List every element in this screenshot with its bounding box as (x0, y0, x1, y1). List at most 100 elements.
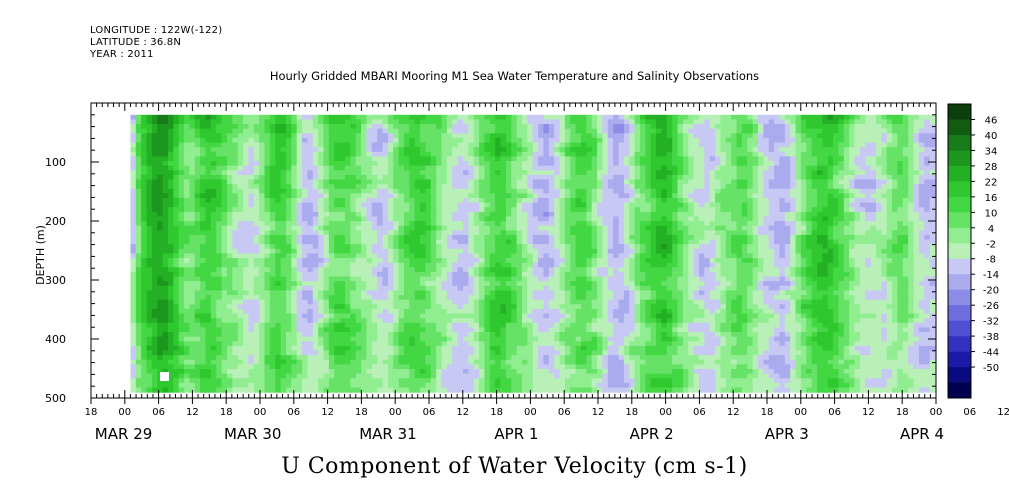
heatmap-cell (420, 253, 427, 259)
heatmap-cell (441, 225, 448, 231)
heatmap-cell (516, 271, 523, 278)
heatmap-cell (441, 230, 448, 236)
heatmap-cell (307, 373, 314, 379)
heatmap-cell (200, 341, 207, 347)
heatmap-cell (216, 267, 223, 273)
heatmap-cell (173, 327, 180, 333)
heatmap-cell (216, 327, 223, 333)
heatmap-cell (377, 174, 384, 181)
heatmap-cell (200, 253, 207, 259)
heatmap-cell (285, 373, 292, 379)
heatmap-cell (243, 119, 250, 125)
heatmap-cell (339, 262, 346, 268)
heatmap-cell (489, 322, 496, 328)
heatmap-cell (564, 382, 571, 389)
heatmap-cell (243, 128, 250, 134)
heatmap-cell (361, 345, 368, 352)
heatmap-cell (205, 364, 212, 370)
heatmap-cell (436, 345, 443, 352)
heatmap-cell (328, 318, 335, 324)
heatmap-cell (355, 147, 362, 153)
heatmap-cell (489, 308, 496, 315)
heatmap-cell (543, 281, 550, 287)
heatmap-cell (361, 234, 368, 241)
heatmap-cell (162, 161, 169, 167)
heatmap-cell (130, 322, 137, 328)
heatmap-cell (200, 271, 207, 278)
heatmap-cell (543, 174, 550, 181)
heatmap-cell (151, 170, 158, 176)
heatmap-cell (521, 345, 528, 352)
heatmap-cell (194, 207, 201, 213)
heatmap-cell (377, 290, 384, 296)
heatmap-cell (500, 253, 507, 259)
heatmap-cell (173, 332, 180, 338)
heatmap-cell (462, 276, 469, 282)
heatmap-cell (146, 299, 153, 305)
heatmap-cell (130, 211, 137, 218)
heatmap-cell (328, 211, 335, 218)
heatmap-cell (194, 345, 201, 352)
heatmap-cell (141, 267, 148, 273)
heatmap-cell (130, 299, 137, 305)
heatmap-cell (505, 179, 512, 185)
heatmap-cell (387, 295, 394, 301)
heatmap-cell (141, 327, 148, 333)
heatmap-cell (189, 281, 196, 287)
heatmap-cell (334, 341, 341, 347)
heatmap-cell (425, 156, 432, 162)
heatmap-cell (339, 253, 346, 259)
heatmap-cell (495, 308, 502, 315)
heatmap-cell (141, 207, 148, 213)
heatmap-cell (559, 133, 566, 139)
heatmap-cell (275, 221, 282, 227)
heatmap-cell (409, 350, 416, 356)
heatmap-cell (548, 170, 555, 176)
heatmap-cell (500, 262, 507, 268)
heatmap-cell (291, 336, 298, 342)
heatmap-cell (452, 174, 459, 181)
heatmap-cell (409, 281, 416, 287)
heatmap-cell (280, 128, 287, 134)
heatmap-cell (323, 179, 330, 185)
heatmap-cell (232, 271, 239, 278)
heatmap-cell (205, 151, 212, 157)
heatmap-cell (462, 211, 469, 218)
heatmap-cell (146, 271, 153, 278)
heatmap-cell (200, 285, 207, 292)
heatmap-cell (275, 267, 282, 273)
heatmap-cell (264, 142, 271, 148)
heatmap-cell (532, 179, 539, 185)
heatmap-cell (151, 290, 158, 296)
heatmap-cell (436, 165, 443, 171)
heatmap-cell (377, 244, 384, 250)
heatmap-cell (318, 179, 325, 185)
heatmap-cell (323, 165, 330, 171)
heatmap-cell (361, 322, 368, 328)
heatmap-cell (527, 276, 534, 282)
heatmap-cell (312, 216, 319, 222)
heatmap-cell (200, 239, 207, 245)
heatmap-cell (350, 119, 357, 125)
heatmap-cell (505, 355, 512, 361)
heatmap-cell (489, 142, 496, 148)
heatmap-cell (141, 170, 148, 176)
heatmap-cell (430, 341, 437, 347)
heatmap-cell (484, 373, 491, 379)
heatmap-cell (189, 202, 196, 208)
heatmap-cell (484, 299, 491, 305)
heatmap-cell (527, 184, 534, 190)
heatmap-cell (264, 355, 271, 361)
heatmap-cell (393, 234, 400, 241)
heatmap-cell (516, 211, 523, 218)
heatmap-cell (479, 239, 486, 245)
heatmap-cell (318, 151, 325, 157)
heatmap-cell (162, 211, 169, 218)
heatmap-cell (350, 355, 357, 361)
heatmap-cell (146, 124, 153, 130)
heatmap-cell (307, 119, 314, 125)
heatmap-cell (505, 387, 512, 393)
heatmap-cell (527, 244, 534, 250)
heatmap-cell (436, 197, 443, 204)
heatmap-cell (420, 308, 427, 315)
